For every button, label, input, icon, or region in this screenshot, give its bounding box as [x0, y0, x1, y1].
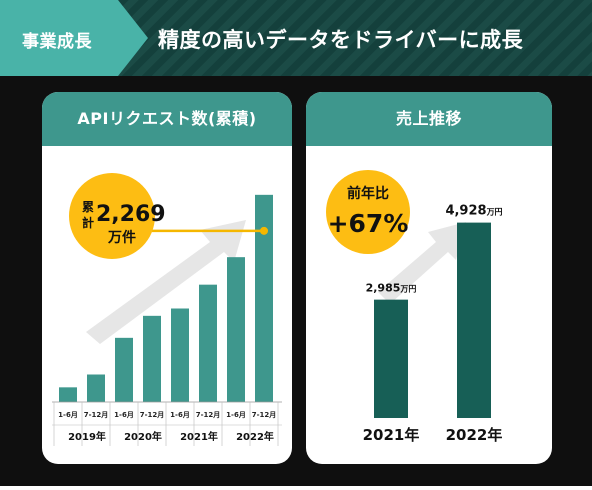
tick-label-year: 2021年 — [363, 426, 420, 444]
leader-dot — [260, 226, 268, 235]
tick-label-half-year: 7-12月 — [140, 411, 165, 419]
bar-api-6 — [227, 257, 245, 402]
yoy-badge-value: +67% — [328, 209, 409, 238]
tick-label-half-year: 7-12月 — [252, 411, 277, 419]
cumulative-badge-circle — [69, 173, 155, 259]
sales-card: 売上推移 2,985万円 2021年 4,928万円 2022年 前年比 +67% — [306, 92, 552, 464]
tick-label-year: 2022年 — [446, 426, 503, 444]
data-label-sales: 4,928万円 — [445, 204, 502, 219]
tick-label-year: 2021年 — [180, 430, 218, 443]
section-tag: 事業成長 — [0, 0, 148, 76]
growth-arrow-icon — [86, 220, 246, 344]
tick-label-year: 2019年 — [68, 430, 106, 443]
tick-label-half-year: 7-12月 — [196, 411, 221, 419]
cumulative-badge-value: 2,269 — [96, 202, 166, 227]
tick-label-half-year: 1-6月 — [170, 411, 190, 419]
header-band: 事業成長 精度の高いデータをドライバーに成長 — [0, 0, 592, 76]
bar-api-0 — [59, 387, 77, 402]
cumulative-badge-prefix-top: 累 — [82, 200, 94, 214]
bar-sales-0 — [374, 299, 408, 418]
bar-api-2 — [115, 337, 133, 402]
api-requests-card: APIリクエスト数(累積) 1-6月 7-12月 1-6月 7-12月 1-6月 7-12… — [42, 92, 292, 464]
data-label-sales: 2,985万円 — [366, 282, 417, 295]
tick-label-half-year: 1-6月 — [226, 411, 246, 419]
growth-arrow-shape — [378, 222, 466, 304]
tick-label-half-year: 7-12月 — [84, 411, 109, 419]
yoy-badge: 前年比 +67% — [326, 170, 410, 254]
section-tag-label: 事業成長 — [22, 32, 92, 52]
growth-arrow-shape — [86, 220, 246, 344]
tick-label-half-year: 1-6月 — [114, 411, 134, 419]
tick-label-year: 2020年 — [124, 430, 162, 443]
cumulative-badge-unit: 万件 — [107, 229, 136, 246]
tick-label-half-year: 1-6月 — [58, 411, 78, 419]
growth-arrow-icon — [378, 222, 466, 304]
sales-chart: 2,985万円 2021年 4,928万円 2022年 前年比 +67% — [326, 170, 503, 444]
yoy-badge-circle — [326, 170, 410, 254]
bar-api-7 — [255, 194, 273, 402]
cumulative-badge-prefix-bottom: 計 — [82, 215, 94, 230]
cumulative-badge: 累 計 2,269 万件 — [69, 173, 166, 259]
bar-api-1 — [87, 374, 105, 402]
headline: 精度の高いデータをドライバーに成長 — [158, 28, 524, 52]
bar-api-3 — [143, 315, 161, 402]
sales-card-title: 売上推移 — [306, 92, 552, 146]
yoy-badge-label: 前年比 — [347, 185, 389, 202]
bar-api-5 — [199, 284, 217, 402]
api-requests-chart: 1-6月 7-12月 1-6月 7-12月 1-6月 7-12月 1-6月 7-12月 2019… — [52, 173, 282, 446]
tick-label-year: 2022年 — [236, 430, 274, 443]
bar-api-4 — [171, 308, 189, 402]
api-requests-card-title: APIリクエスト数(累積) — [42, 92, 292, 146]
bar-sales-1 — [457, 222, 491, 418]
